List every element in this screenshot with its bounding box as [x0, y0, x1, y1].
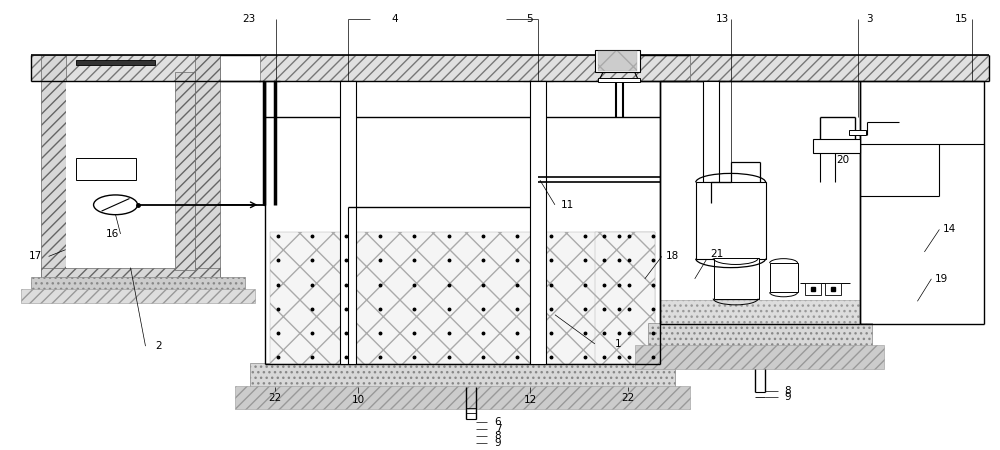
Bar — [825, 284, 841, 295]
Text: 12: 12 — [523, 395, 537, 405]
Text: 10: 10 — [352, 395, 365, 405]
Text: 23: 23 — [243, 14, 256, 24]
Text: 8: 8 — [495, 431, 501, 441]
Text: 2: 2 — [155, 341, 162, 351]
Bar — [31, 54, 220, 81]
Bar — [195, 54, 220, 279]
Bar — [175, 72, 195, 270]
Bar — [813, 139, 860, 153]
Bar — [598, 78, 640, 82]
Text: 16: 16 — [106, 229, 119, 239]
Bar — [21, 289, 255, 302]
Text: 7: 7 — [495, 424, 501, 434]
Text: 19: 19 — [935, 274, 948, 284]
Text: 4: 4 — [392, 14, 398, 24]
Bar — [598, 51, 637, 71]
Bar — [250, 363, 675, 387]
Bar — [340, 81, 356, 364]
Text: 13: 13 — [716, 14, 729, 24]
Bar — [770, 263, 798, 292]
Bar — [31, 278, 245, 290]
Text: 11: 11 — [561, 200, 575, 210]
Text: 1: 1 — [615, 339, 621, 349]
Bar — [530, 81, 546, 364]
Text: 18: 18 — [666, 252, 679, 261]
Bar — [690, 54, 989, 81]
Text: 14: 14 — [943, 225, 956, 234]
Text: 3: 3 — [866, 14, 873, 24]
Bar — [648, 323, 872, 346]
Bar — [849, 130, 866, 135]
Bar — [41, 54, 66, 279]
Text: 21: 21 — [710, 249, 723, 259]
Bar — [260, 54, 690, 81]
Circle shape — [94, 195, 138, 215]
Bar — [703, 81, 719, 182]
Text: 15: 15 — [955, 14, 968, 24]
Text: 5: 5 — [527, 14, 533, 24]
Bar — [635, 345, 884, 369]
Bar — [66, 81, 175, 268]
Bar — [41, 268, 220, 279]
Bar — [76, 158, 136, 180]
Text: 8: 8 — [784, 386, 791, 396]
Bar — [270, 232, 655, 364]
Text: 22: 22 — [621, 393, 634, 403]
Text: 9: 9 — [495, 437, 501, 448]
Bar — [696, 182, 766, 259]
Bar — [660, 300, 860, 324]
Bar — [805, 284, 821, 295]
Bar — [595, 50, 640, 72]
Bar — [595, 232, 655, 364]
Text: 17: 17 — [29, 252, 42, 261]
Text: 22: 22 — [269, 393, 282, 403]
Bar — [235, 386, 690, 409]
Text: 6: 6 — [495, 418, 501, 428]
Text: 9: 9 — [784, 392, 791, 402]
Text: 20: 20 — [836, 155, 849, 165]
Bar — [714, 258, 759, 298]
Bar — [76, 60, 155, 65]
